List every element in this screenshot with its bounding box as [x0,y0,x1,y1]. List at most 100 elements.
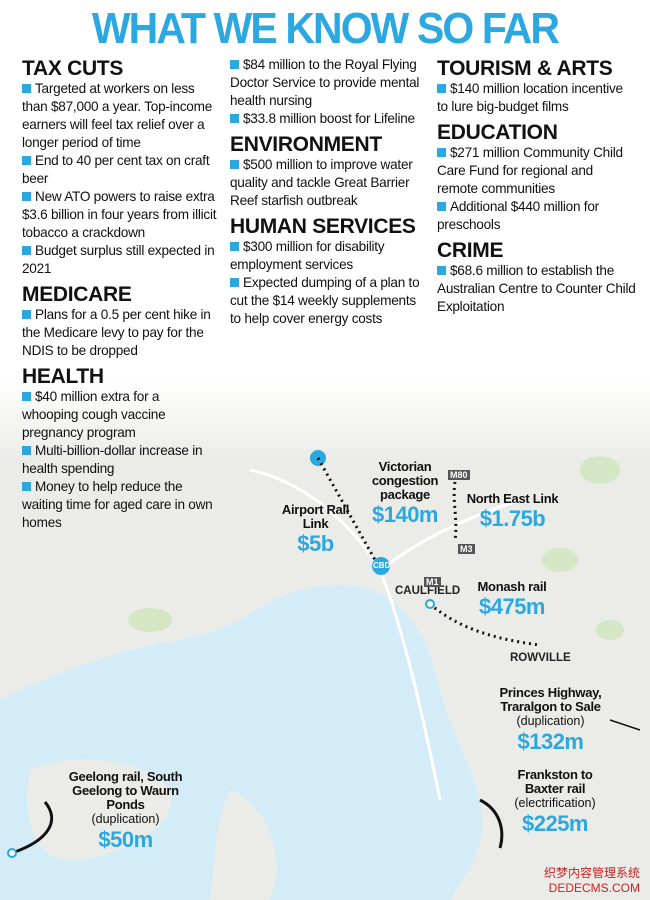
section-heading: ENVIRONMENT [230,133,382,156]
project-amount: $132m [517,729,584,754]
item-text: $33.8 million boost for Lifeline [243,111,415,126]
section: CRIME $68.6 million to establish the Aust… [437,240,637,316]
project-label: Princes Highway, Traralgon to Sale (dupli… [488,686,613,755]
item-text: End to 40 per cent tax on craft beer [22,153,210,186]
bullet [230,60,239,69]
section-heading: TOURISM & ARTS [437,57,613,80]
bullet-item: Additional $440 million for preschools [437,198,637,234]
watermark: 织梦内容管理系统 DEDECMS.COM [544,866,640,896]
bullet [230,114,239,123]
section: HUMAN SERVICES $300 million for disabilit… [230,216,430,328]
item-text: Budget surplus still expected in 2021 [22,243,215,276]
item-text: Targeted at workers on less than $87,000… [22,81,213,150]
watermark-line: 织梦内容管理系统 [543,866,640,880]
bullet-item: $500 million to improve water quality an… [230,156,430,210]
project-name: Airport Rail Link [281,502,350,531]
section-heading: HUMAN SERVICES [230,215,416,238]
bullet [230,278,239,287]
bullet-item: Budget surplus still expected in 2021 [22,242,218,278]
place-label: ROWVILLE [510,652,571,664]
item-text: Multi-billion-dollar increase in health … [22,443,203,476]
bullet [230,160,239,169]
item-text: $140 million location incentive to lure … [437,81,623,114]
section-heading: CRIME [437,239,504,262]
item-text: Plans for a 0.5 per cent hike in the Med… [22,307,211,358]
bullet [22,310,31,319]
section: EDUCATION $271 million Community Child Ca… [437,122,637,234]
section-heading: TAX CUTS [22,57,124,80]
project-name: Victorian congestion package [371,459,439,502]
section-heading: HEALTH [22,365,104,388]
column: TAX CUTS Targeted at workers on less than… [22,56,218,538]
section: TAX CUTS Targeted at workers on less than… [22,58,218,278]
project-label: Geelong rail, South Geelong to Waurn Pon… [68,770,183,853]
project-amount: $475m [478,594,546,619]
section: ENVIRONMENT $500 million to improve water… [230,134,430,210]
bullet [22,192,31,201]
section: MEDICARE Plans for a 0.5 per cent hike in… [22,284,218,360]
place-label: M1 [424,577,441,587]
item-text: $300 million for disability employment s… [230,239,385,272]
section-heading: MEDICARE [22,283,132,306]
bullet [22,156,31,165]
item-text: New ATO powers to raise extra $3.6 billi… [22,189,217,240]
project-note: (duplication) [91,812,160,826]
bullet [437,202,446,211]
bullet [437,148,446,157]
place-label: CAULFIELD [395,585,461,597]
bullet [437,84,446,93]
bullet-item: End to 40 per cent tax on craft beer [22,152,218,188]
project-amount: $1.75b [479,506,546,531]
column: $84 million to the Royal Flying Doctor S… [230,56,430,334]
title: WHAT WE KNOW SO FAR [91,4,560,53]
bullet-item: $33.8 million boost for Lifeline [230,110,430,128]
bullet-item: Plans for a 0.5 per cent hike in the Med… [22,306,218,360]
bullet [22,84,31,93]
project-label: Airport Rail Link $5b [278,503,353,557]
item-text: $84 million to the Royal Flying Doctor S… [230,57,420,108]
bullet-item: Multi-billion-dollar increase in health … [22,442,218,478]
bullet-item: Money to help reduce the waiting time fo… [22,478,218,532]
project-name: Monash rail [477,579,547,594]
section: HEALTH $40 million extra for a whooping c… [22,366,218,532]
bullet [22,246,31,255]
item-text: Expected dumping of a plan to cut the $1… [230,275,420,326]
bullet [22,446,31,455]
project-note: (duplication) [516,714,585,728]
bullet-item: $84 million to the Royal Flying Doctor S… [230,56,430,110]
project-label: North East Link $1.75b [455,492,570,532]
item-text: $500 million to improve water quality an… [230,157,413,208]
bullet [230,242,239,251]
project-note: (electrification) [514,796,596,810]
bullet [22,482,31,491]
project-name: North East Link [466,491,559,506]
item-text: $271 million Community Child Care Fund f… [437,145,623,196]
item-text: $40 million extra for a whooping cough v… [22,389,166,440]
project-label: Monash rail $475m [462,580,562,620]
project-amount: $5b [297,531,334,556]
project-name: Princes Highway, Traralgon to Sale [499,685,602,714]
item-text: $68.6 million to establish the Australia… [437,263,636,314]
bullet-item: $300 million for disability employment s… [230,238,430,274]
bullet-item: New ATO powers to raise extra $3.6 billi… [22,188,218,242]
project-label: Victorian congestion package $140m [365,460,445,528]
place-label: M80 [448,470,470,480]
section: TOURISM & ARTS $140 million location ince… [437,58,637,116]
bullet [437,266,446,275]
project-amount: $225m [521,811,589,836]
bullet-item: $68.6 million to establish the Australia… [437,262,637,316]
section: $84 million to the Royal Flying Doctor S… [230,56,430,128]
bullet [22,392,31,401]
project-amount: $50m [98,827,153,852]
bullet-item: $140 million location incentive to lure … [437,80,637,116]
project-name: Frankston to Baxter rail [517,767,593,796]
bullet-item: Targeted at workers on less than $87,000… [22,80,218,152]
bullet-item: $40 million extra for a whooping cough v… [22,388,218,442]
project-amount: $140m [371,502,439,527]
column: TOURISM & ARTS $140 million location ince… [437,56,637,322]
place-label: CBD [373,561,391,570]
place-label: M3 [458,544,475,554]
bullet-item: Expected dumping of a plan to cut the $1… [230,274,430,328]
